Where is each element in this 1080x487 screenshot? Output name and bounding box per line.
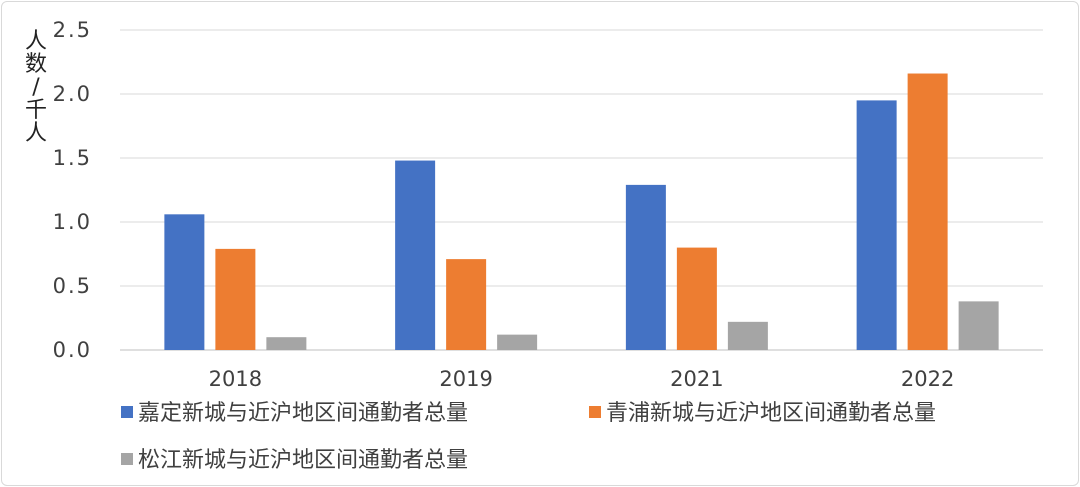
legend-item-songjiang[interactable]: 松江新城与近沪地区间通勤者总量 xyxy=(121,448,468,473)
bar-2022-series-2 xyxy=(959,301,999,350)
gridlines xyxy=(120,30,1043,350)
y-tick-label: 0.5 xyxy=(53,274,92,298)
legend-item-jiading[interactable]: 嘉定新城与近沪地区间通勤者总量 xyxy=(121,401,468,426)
y-axis-label: 人 数 / 千 人 xyxy=(25,29,47,146)
x-tick-label: 2019 xyxy=(439,367,492,391)
y-tick-label: 0.0 xyxy=(53,338,92,362)
y-tick-label: 2.5 xyxy=(53,18,92,42)
bar-2019-series-2 xyxy=(497,335,537,350)
bar-2018-series-1 xyxy=(215,249,255,350)
bar-2021-series-0 xyxy=(626,185,666,350)
y-axis-ticks: 0.0 0.5 1.0 1.5 2.0 2.5 xyxy=(53,18,92,362)
y-tick-label: 1.0 xyxy=(53,210,92,234)
bars xyxy=(164,74,998,350)
legend-item-qingpu[interactable]: 青浦新城与近沪地区间通勤者总量 xyxy=(589,401,936,426)
y-axis-label-char: / xyxy=(32,75,40,100)
x-tick-label: 2022 xyxy=(901,367,954,391)
legend-label: 松江新城与近沪地区间通勤者总量 xyxy=(138,448,468,473)
y-tick-label: 2.0 xyxy=(53,82,92,106)
bar-2021-series-1 xyxy=(677,248,717,350)
bar-2018-series-2 xyxy=(266,337,306,350)
bar-2019-series-0 xyxy=(395,161,435,350)
x-tick-label: 2018 xyxy=(209,367,262,391)
y-axis-label-char: 千 xyxy=(25,98,47,123)
bar-2018-series-0 xyxy=(164,214,204,350)
x-axis-ticks: 2018 2019 2021 2022 xyxy=(209,367,955,391)
y-tick-label: 1.5 xyxy=(53,146,92,170)
legend-swatch xyxy=(589,406,601,418)
legend-swatch xyxy=(121,453,133,465)
legend-swatch xyxy=(121,406,133,418)
legend-label: 嘉定新城与近沪地区间通勤者总量 xyxy=(138,401,468,426)
y-axis-label-char: 人 xyxy=(25,121,47,146)
legend-label: 青浦新城与近沪地区间通勤者总量 xyxy=(606,401,936,426)
y-axis-label-char: 人 xyxy=(25,29,47,54)
x-tick-label: 2021 xyxy=(670,367,723,391)
bar-2022-series-0 xyxy=(857,100,897,350)
bar-2019-series-1 xyxy=(446,259,486,350)
bar-2022-series-1 xyxy=(908,74,948,350)
y-axis-label-char: 数 xyxy=(25,52,47,77)
legend: 嘉定新城与近沪地区间通勤者总量 青浦新城与近沪地区间通勤者总量 松江新城与近沪地… xyxy=(121,401,936,473)
bar-2021-series-2 xyxy=(728,322,768,350)
